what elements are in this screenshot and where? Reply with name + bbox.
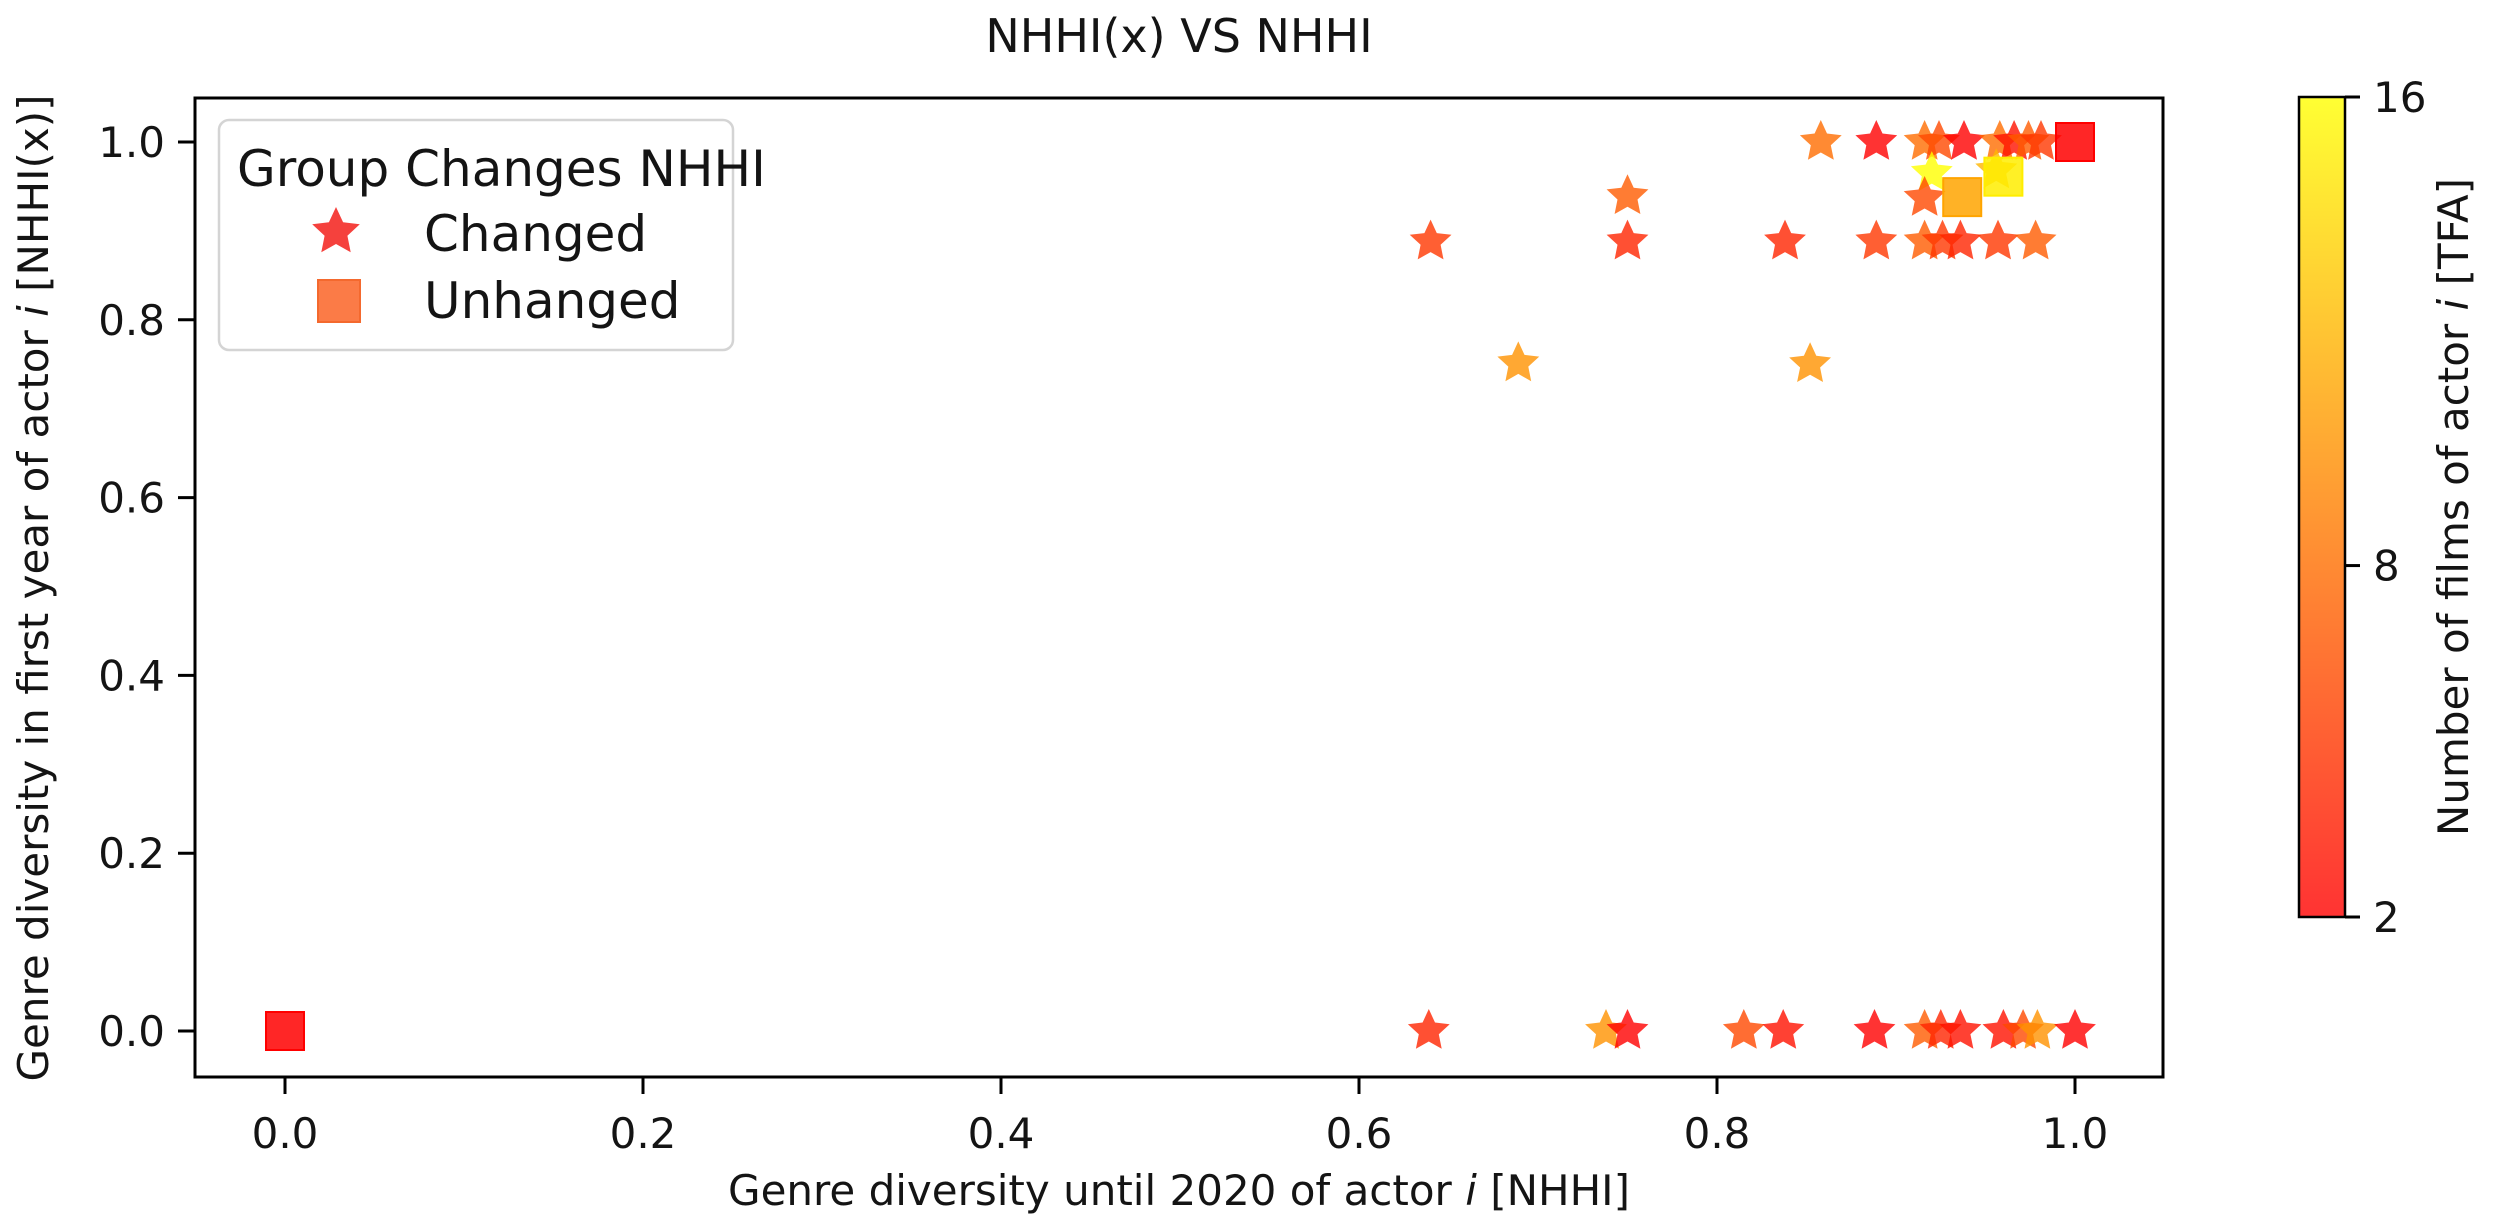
scatter-star-marker [2054,1009,2096,1049]
legend-label-unhanged: Unhanged [424,272,681,330]
scatter-star-marker [1789,342,1831,382]
scatter-square-marker [1942,177,1983,218]
x-tick-label: 0.4 [968,1109,1035,1158]
y-tick-label: 0.0 [98,1007,165,1056]
scatter-star-marker [1855,219,1898,260]
scatter-star-marker [1853,1009,1896,1049]
legend: Group Changes NHHI Changed Unhanged [217,118,766,352]
scatter-star-marker [1585,1009,1627,1049]
x-tick-label: 0.0 [252,1109,319,1158]
y-axis-ticks: 0.0 0.2 0.4 0.6 0.8 1.0 [98,118,195,1056]
scatter-star-marker [1855,120,1898,160]
scatter-star-marker [2016,1009,2059,1049]
scatter-star-marker [1407,1009,1450,1049]
plot-area-spines [193,96,2165,1079]
scatter-star-marker [1497,341,1540,382]
scatter-star-marker [2020,120,2062,160]
legend-label-changed: Changed [424,205,647,263]
colorbar-tick-label: 2 [2373,893,2400,942]
y-tick-label: 0.4 [98,651,165,700]
scatter-star-marker [1918,120,1960,160]
y-axis-label: Genre diversity in first year of actor i… [9,94,58,1081]
y-tick-label: 1.0 [98,118,165,167]
scatter-star-marker [1606,219,1649,260]
x-tick-label: 0.2 [610,1109,677,1158]
x-axis-ticks: 0.0 0.2 0.4 0.6 0.8 1.0 [252,1077,2109,1158]
colorbar-tick-label: 16 [2373,73,2426,122]
colorbar [2297,95,2347,919]
chart-title: NHHI(x) VS NHHI [985,9,1372,63]
y-tick-label: 0.2 [98,829,165,878]
y-tick-label: 0.6 [98,474,165,523]
y-tick-label: 0.8 [98,296,165,345]
x-tick-label: 0.6 [1326,1109,1393,1158]
scatter-square-marker [265,1011,305,1051]
scatter-square-marker [1983,156,2024,197]
x-tick-label: 0.8 [1684,1109,1751,1158]
scatter-square-marker [2055,122,2095,162]
colorbar-tick-label: 8 [2373,542,2400,591]
scatter-star-marker [1764,219,1806,260]
scatter-star-marker [1722,1009,1765,1049]
scatter-star-marker [1977,219,2019,260]
scatter-star-marker [1409,219,1452,260]
scatter-star-marker [1943,120,1985,160]
colorbar-label: Number of films of actor i [TFA] [2429,178,2478,836]
scatter-star-marker [1799,120,1842,160]
star-marker-icon [312,207,360,253]
scatter-star-marker [1903,176,1946,216]
scatter-star-marker [1762,1009,1805,1049]
square-marker-icon [317,279,361,323]
scatter-star-marker [2014,219,2057,260]
scatter-star-marker [1939,1009,1982,1049]
scatter-star-marker [1606,1009,1649,1049]
scatter-star-marker [1606,174,1649,214]
scatter-markers [265,120,2096,1051]
x-tick-label: 1.0 [2042,1109,2109,1158]
legend-title: Group Changes NHHI [237,140,766,198]
x-axis-label: Genre diversity until 2020 of actor i [N… [728,1166,1630,1215]
scatter-star-marker [1939,219,1982,260]
